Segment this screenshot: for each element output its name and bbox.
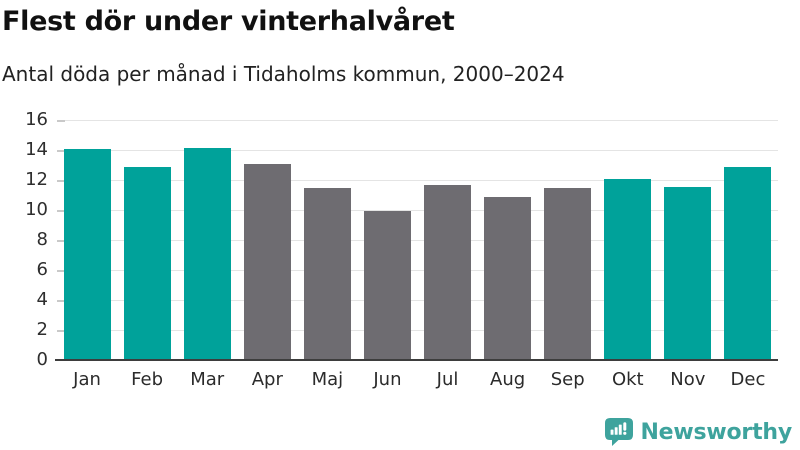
newsworthy-logo: Newsworthy	[605, 418, 792, 446]
y-tick-12	[57, 179, 65, 182]
y-tick-8	[57, 239, 65, 242]
bar-jul	[424, 185, 472, 359]
y-tick-6	[57, 269, 65, 272]
gridline-y6	[57, 270, 778, 271]
y-tick-label-2: 2	[36, 319, 48, 340]
x-tick-label-sep: Sep	[550, 369, 585, 390]
gridline-y16	[57, 120, 778, 121]
plot-area	[57, 119, 778, 360]
bar-sep	[544, 188, 592, 359]
x-tick-label-aug: Aug	[490, 369, 526, 390]
x-tick-label-dec: Dec	[730, 369, 766, 390]
chart-subtitle: Antal döda per månad i Tidaholms kommun,…	[2, 62, 565, 86]
bar-dec	[724, 167, 772, 359]
bar-okt	[604, 179, 652, 359]
x-tick-label-maj: Maj	[311, 369, 344, 390]
gridline-y4	[57, 300, 778, 301]
bar-chart: 0 2 4 6 8 10 12 14 16 Jan Feb Mar Apr Maj Jun Jul Aug Se…	[25, 109, 778, 390]
gridline-y2	[57, 330, 778, 331]
bar-mar	[183, 147, 231, 359]
y-tick-label-0: 0	[36, 349, 48, 370]
bar-maj	[303, 188, 351, 359]
newsworthy-bubble-chart-icon	[605, 418, 634, 446]
bar-jun	[363, 210, 411, 359]
x-axis-line	[55, 359, 778, 361]
y-tick-label-8: 8	[36, 229, 48, 250]
gridline-y12	[57, 180, 778, 181]
y-tick-2	[57, 329, 65, 332]
y-tick-label-14: 14	[25, 139, 48, 160]
x-tick-label-apr: Apr	[251, 369, 283, 390]
bar-nov	[664, 186, 712, 359]
bar-feb	[123, 167, 171, 359]
x-tick-label-jan: Jan	[73, 369, 101, 390]
bar-aug	[484, 197, 532, 359]
bar-apr	[243, 164, 291, 359]
x-tick-label-jun: Jun	[373, 369, 402, 390]
y-tick-10	[57, 209, 65, 212]
y-tick-16	[57, 119, 65, 122]
x-tick-label-mar: Mar	[190, 369, 225, 390]
x-tick-label-feb: Feb	[131, 369, 164, 390]
y-tick-label-6: 6	[36, 259, 48, 280]
y-tick-4	[57, 299, 65, 302]
y-tick-14	[57, 149, 65, 152]
x-tick-label-nov: Nov	[670, 369, 706, 390]
y-tick-label-12: 12	[25, 169, 48, 190]
gridline-y8	[57, 240, 778, 241]
x-tick-label-jul: Jul	[436, 369, 459, 390]
bar-jan	[63, 149, 111, 359]
chart-title: Flest dör under vinterhalvåret	[2, 6, 455, 37]
y-tick-label-16: 16	[25, 109, 48, 130]
gridline-y10	[57, 210, 778, 211]
newsworthy-wordmark: Newsworthy	[640, 419, 792, 445]
x-tick-label-okt: Okt	[611, 369, 644, 390]
y-tick-label-10: 10	[25, 199, 48, 220]
y-tick-label-4: 4	[36, 289, 48, 310]
gridline-y14	[57, 150, 778, 151]
